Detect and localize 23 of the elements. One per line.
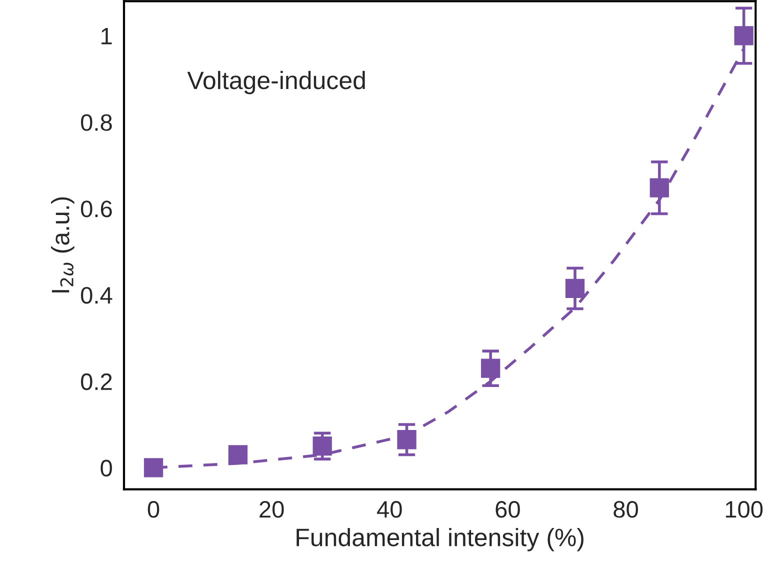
point bbox=[144, 458, 164, 478]
y-axis-title: I$_{2ω}$ (a.u.) bbox=[51, 197, 74, 292]
y-tick-label: 1 bbox=[102, 28, 112, 44]
point bbox=[481, 358, 500, 378]
point bbox=[312, 436, 332, 456]
annotation: Voltage-induced bbox=[187, 70, 365, 94]
point bbox=[734, 26, 754, 46]
y-tick-label: 0 bbox=[100, 460, 112, 476]
y-tick-label: 0.6 bbox=[80, 200, 112, 218]
point bbox=[650, 178, 669, 198]
y-tick-label: 0.8 bbox=[80, 114, 112, 131]
x-tick-label: 100 bbox=[726, 501, 763, 518]
point bbox=[228, 445, 248, 464]
x-tick-label: 80 bbox=[614, 501, 638, 518]
y-tick-label: 0.4 bbox=[80, 286, 112, 304]
x-tick-label: 40 bbox=[377, 501, 402, 518]
x-axis-title: Fundamental intensity (%) bbox=[296, 528, 584, 552]
x-tick-label: 60 bbox=[496, 501, 520, 518]
point bbox=[565, 278, 585, 298]
x-tick-label: 0 bbox=[148, 501, 160, 518]
point bbox=[397, 430, 416, 450]
x-tick-label: 20 bbox=[260, 501, 284, 518]
y-tick-label: 0.2 bbox=[80, 373, 112, 390]
